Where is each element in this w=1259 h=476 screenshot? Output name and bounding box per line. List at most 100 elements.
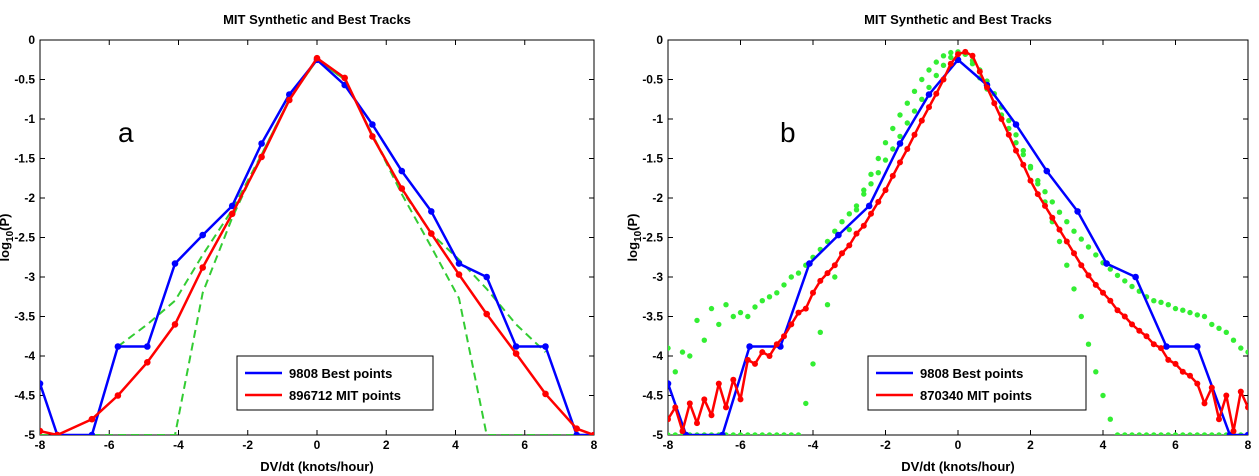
y-tick-label: 0 bbox=[656, 33, 663, 47]
data-point bbox=[745, 432, 751, 435]
series-line bbox=[117, 58, 547, 353]
data-point bbox=[781, 432, 787, 435]
y-tick-label: -2 bbox=[24, 191, 35, 205]
data-point bbox=[1201, 400, 1208, 407]
data-point bbox=[926, 67, 932, 73]
panel-letter: b bbox=[780, 117, 796, 148]
data-point bbox=[752, 360, 758, 367]
chart-title: MIT Synthetic and Best Tracks bbox=[864, 12, 1052, 27]
x-tick-label: -6 bbox=[735, 438, 746, 452]
data-point bbox=[976, 68, 983, 75]
data-point bbox=[679, 349, 686, 355]
data-point bbox=[228, 210, 236, 218]
y-tick-label: -1.5 bbox=[642, 152, 663, 166]
chart-title: MIT Synthetic and Best Tracks bbox=[223, 12, 411, 27]
y-tick-label: -5 bbox=[24, 428, 35, 442]
data-point bbox=[1230, 428, 1237, 435]
data-point bbox=[1172, 432, 1179, 435]
data-point bbox=[926, 104, 932, 111]
x-tick-label: -4 bbox=[808, 438, 819, 452]
data-point bbox=[708, 412, 715, 419]
data-point bbox=[687, 353, 693, 359]
y-tick-label: -2.5 bbox=[642, 231, 663, 245]
x-tick-label: 4 bbox=[1100, 438, 1107, 452]
data-point bbox=[542, 390, 549, 398]
x-tick-label: 2 bbox=[383, 438, 390, 452]
data-point bbox=[1042, 202, 1048, 209]
data-point bbox=[991, 100, 998, 107]
data-point bbox=[766, 353, 773, 359]
y-tick-label: -4.5 bbox=[642, 389, 663, 403]
x-tick-label: 6 bbox=[521, 438, 528, 452]
data-point bbox=[199, 264, 206, 271]
data-point bbox=[483, 310, 491, 318]
data-point bbox=[369, 133, 376, 140]
data-point bbox=[861, 191, 867, 197]
data-point bbox=[1114, 272, 1121, 279]
data-point bbox=[398, 167, 406, 175]
data-point bbox=[1121, 313, 1128, 320]
data-point bbox=[1187, 372, 1193, 379]
x-tick-label: 4 bbox=[452, 438, 459, 452]
legend-entry: 9808 Best points bbox=[920, 366, 1023, 381]
data-point bbox=[1027, 177, 1034, 184]
data-point bbox=[896, 140, 904, 147]
data-point bbox=[1049, 199, 1056, 205]
data-point bbox=[1012, 121, 1020, 128]
data-point bbox=[832, 228, 838, 234]
data-point bbox=[686, 400, 693, 407]
data-point bbox=[144, 359, 151, 366]
data-point bbox=[1107, 297, 1114, 304]
data-point bbox=[679, 428, 686, 435]
data-point bbox=[1208, 384, 1215, 391]
y-axis-label: log10(P) bbox=[0, 214, 16, 262]
data-point bbox=[1201, 432, 1208, 435]
data-point bbox=[144, 343, 151, 350]
data-point bbox=[875, 155, 881, 162]
data-point bbox=[1143, 432, 1150, 435]
data-point bbox=[824, 302, 831, 308]
y-tick-label: -1 bbox=[24, 112, 35, 126]
data-point bbox=[1143, 333, 1150, 340]
data-point bbox=[40, 380, 44, 387]
data-point bbox=[1056, 238, 1063, 245]
data-point bbox=[341, 74, 349, 82]
data-point bbox=[1172, 305, 1179, 312]
data-point bbox=[258, 153, 265, 161]
legend-entry: 896712 MIT points bbox=[289, 388, 401, 403]
data-point bbox=[1078, 262, 1085, 269]
data-point bbox=[1085, 244, 1092, 250]
x-tick-label: 6 bbox=[1172, 438, 1179, 452]
data-point bbox=[752, 304, 758, 310]
data-point bbox=[955, 51, 961, 58]
data-point bbox=[1092, 281, 1099, 288]
data-point bbox=[1165, 432, 1171, 435]
data-point bbox=[860, 222, 867, 229]
y-tick-label: 0 bbox=[28, 33, 35, 47]
data-point bbox=[1223, 329, 1230, 335]
data-point bbox=[1230, 337, 1237, 343]
data-point bbox=[788, 432, 794, 435]
data-point bbox=[1216, 432, 1222, 435]
data-point bbox=[590, 431, 594, 435]
data-point bbox=[1136, 327, 1143, 334]
data-point bbox=[573, 425, 580, 433]
data-point bbox=[1122, 278, 1128, 284]
data-point bbox=[1238, 345, 1244, 351]
data-point bbox=[788, 274, 794, 280]
x-tick-label: -6 bbox=[104, 438, 115, 452]
y-tick-label: -5 bbox=[652, 428, 663, 442]
data-point bbox=[1179, 368, 1186, 375]
data-point bbox=[40, 427, 44, 435]
data-point bbox=[788, 321, 795, 328]
data-point bbox=[1209, 321, 1215, 328]
data-point bbox=[1107, 416, 1114, 422]
y-tick-label: -1.5 bbox=[14, 152, 35, 166]
data-point bbox=[730, 313, 736, 320]
data-point bbox=[803, 400, 809, 407]
series-3 bbox=[117, 58, 547, 353]
data-point bbox=[1013, 147, 1019, 154]
data-point bbox=[1187, 432, 1193, 435]
data-point bbox=[1158, 432, 1164, 435]
